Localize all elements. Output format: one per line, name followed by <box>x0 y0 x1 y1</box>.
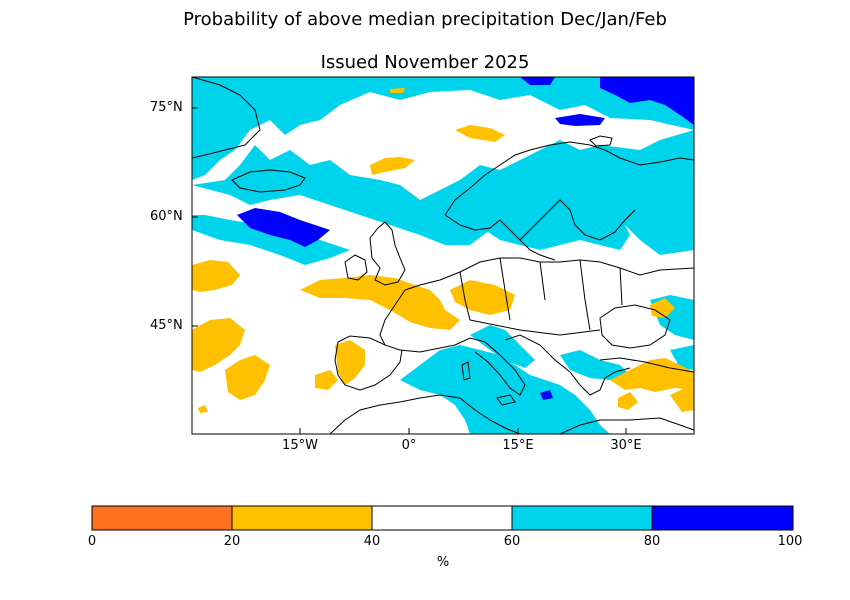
coast-italy <box>454 337 526 396</box>
coast-svalbard <box>589 135 613 147</box>
colorbar-bin-4 <box>652 506 793 530</box>
coast-baltic <box>519 199 636 241</box>
coast-black-sea <box>599 304 671 349</box>
coast-norway-south <box>444 214 556 261</box>
yellow-portugal <box>335 340 365 385</box>
cyan-west-atlantic <box>192 215 350 265</box>
colorbar-bin-3 <box>512 506 652 530</box>
coast-greenland <box>192 77 261 159</box>
colorbar <box>91 505 794 531</box>
map-area <box>192 77 694 434</box>
blue-norwegian-sea <box>555 114 605 126</box>
yellow-regions <box>192 88 694 413</box>
yellow-atlantic-west <box>192 260 240 292</box>
ytick-label-75n: 75°N <box>150 100 183 115</box>
coast-ireland <box>344 254 368 281</box>
colorbar-tick-40: 40 <box>363 534 381 549</box>
cyan-north-atlantic <box>192 77 694 180</box>
blue-barents <box>600 77 694 125</box>
xtick-label-0: 0° <box>401 438 417 453</box>
cyan-italy <box>470 325 535 368</box>
yellow-levant <box>670 388 694 412</box>
yellow-north-sea-1 <box>455 125 505 142</box>
blue-atlantic-patch <box>237 208 330 247</box>
ytick-label-60n: 60°N <box>150 209 183 224</box>
colorbar-frame <box>91 505 794 531</box>
coast-iberia <box>334 335 403 391</box>
yellow-greenland-sea <box>390 88 405 93</box>
coast-sicily <box>496 394 516 406</box>
border-lines <box>459 257 623 336</box>
xtick-label-15w: 15°W <box>282 438 318 453</box>
cyan-caucasus <box>670 345 694 370</box>
coast-iceland <box>231 169 306 193</box>
cyan-scandinavia <box>470 150 630 250</box>
colorbar-bin-2 <box>372 506 512 530</box>
yellow-bay-of-biscay <box>300 275 460 330</box>
coast-gb <box>369 221 406 286</box>
tick-marks <box>192 107 627 434</box>
colorbar-tick-100: 100 <box>777 534 803 549</box>
figure-title: Probability of above median precipitatio… <box>183 9 667 30</box>
map-frame <box>191 76 695 435</box>
coast-sardinia <box>461 361 471 381</box>
cyan-regions <box>192 77 694 434</box>
blue-regions <box>237 77 694 400</box>
xtick-label-15e: 15°E <box>502 438 534 453</box>
coast-scandinavia <box>444 141 694 216</box>
colorbar-bin-1 <box>232 506 372 530</box>
xtick-label-30e: 30°E <box>610 438 642 453</box>
blue-arctic-strip <box>520 77 555 85</box>
yellow-black-sea <box>650 298 675 318</box>
yellow-azores <box>225 355 270 400</box>
colorbar-tick-80: 80 <box>643 534 661 549</box>
yellow-african-dot <box>198 405 208 413</box>
coast-libya-egypt <box>559 417 694 434</box>
yellow-north-sea-2 <box>370 157 415 175</box>
yellow-iberia-west <box>192 318 245 372</box>
colorbar-label: % <box>436 555 450 570</box>
coastlines <box>192 77 694 434</box>
colorbar-bin-0 <box>92 506 232 530</box>
blue-mediterranean-dot <box>540 390 553 400</box>
cyan-aegean <box>560 350 630 380</box>
coast-balkans <box>504 334 631 396</box>
cyan-mediterranean <box>400 345 610 434</box>
ytick-label-45n: 45°N <box>150 318 183 333</box>
colorbar-tick-20: 20 <box>223 534 241 549</box>
coast-turkey <box>599 357 694 373</box>
yellow-turkey <box>610 358 694 392</box>
yellow-east-med <box>618 392 638 410</box>
colorbar-tick-0: 0 <box>87 534 97 549</box>
coast-north-africa <box>329 394 521 434</box>
colorbar-tick-60: 60 <box>503 534 521 549</box>
figure-subtitle: Issued November 2025 <box>320 52 530 73</box>
yellow-iberia-south <box>315 370 338 390</box>
